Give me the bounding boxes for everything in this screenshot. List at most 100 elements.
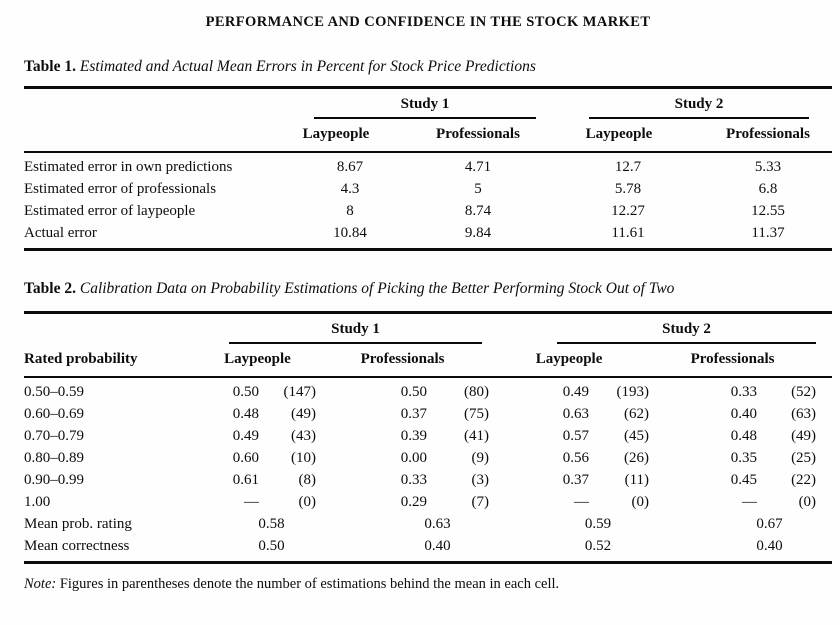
table2-spanner-study2: Study 2 [557, 321, 817, 344]
t2-pad-cell [816, 377, 832, 404]
t2-count-cell: (26) [624, 449, 650, 466]
t1-cell: 8.67 [336, 159, 364, 176]
t2-value-cell: 0.33 [400, 471, 427, 488]
t2-value-cell: 0.60 [232, 449, 259, 466]
t1-cell: 11.37 [751, 225, 785, 242]
t1-row-label: Actual error [24, 225, 97, 242]
t1-cell: 5.33 [754, 159, 782, 176]
t2-count-cell: (80) [464, 383, 490, 400]
table2-col-professionals-study2: Professionals [649, 343, 817, 378]
t1-cell: 5.78 [614, 181, 642, 198]
table2-spanner-study1: Study 1 [229, 321, 483, 344]
table2-spanner-study1-cell: Study 1 [199, 312, 489, 344]
t1-cell: 12.55 [751, 203, 785, 220]
t1-row-label: Estimated error of professionals [24, 181, 217, 198]
t2-mean-cell: 0.52 [584, 537, 612, 554]
t2-pad-cell [816, 447, 832, 469]
t2-count-cell: (9) [471, 449, 490, 466]
t2-value-cell: 0.35 [730, 449, 758, 466]
table2-col-laypeople-study1: Laypeople [199, 343, 316, 378]
table1-spanner-study2: Study 2 [589, 96, 809, 120]
t2-value-cell: — [244, 493, 259, 510]
table-row: 0.90–0.99 0.61 (8) 0.33 (3) 0.37 (11) 0.… [24, 469, 832, 491]
table2-row-header: Rated probability [24, 343, 199, 378]
table-row: 0.60–0.69 0.48 (49) 0.37 (75) 0.63 (62) … [24, 403, 832, 425]
t2-pad-cell [816, 403, 832, 425]
t2-count-cell: (22) [791, 471, 817, 488]
t1-cell: 11.61 [611, 225, 645, 242]
table-row: Actual error 10.84 9.84 11.61 11.37 [24, 223, 832, 250]
t1-cell: 5 [474, 181, 482, 198]
table-row: Estimated error of professionals 4.3 5 5… [24, 179, 832, 201]
t1-cell: 8.74 [464, 203, 492, 220]
table2-header-pad [816, 343, 833, 378]
table2-col-professionals-study1: Professionals [316, 343, 490, 378]
table1-spanner-gap [558, 88, 582, 120]
t2-count-cell: (25) [791, 449, 817, 466]
t1-gap-cell [558, 223, 582, 250]
t1-cell: 6.8 [758, 181, 778, 198]
table1: Study 1 Study 2 Laypeople Professionals … [24, 86, 832, 252]
table-row: 0.50–0.59 0.50 (147) 0.50 (80) 0.49 (193… [24, 377, 832, 404]
t2-count-cell: (10) [291, 449, 316, 466]
t1-cell: 10.84 [333, 225, 367, 242]
note-label: Note: [24, 575, 57, 592]
t2-value-cell: 0.48 [730, 427, 758, 444]
t2-count-cell: (0) [631, 493, 650, 510]
t2-prob-range: 0.60–0.69 [24, 405, 84, 422]
t2-mean-cell: 0.50 [258, 537, 285, 554]
t2-count-cell: (75) [464, 405, 490, 422]
t2-pad-cell [816, 535, 832, 562]
t2-pad-cell [816, 425, 832, 447]
t2-value-cell: 0.63 [562, 405, 590, 422]
table2-col-laypeople-study2: Laypeople [489, 343, 650, 378]
t2-value-cell: 0.61 [232, 471, 259, 488]
table2-caption-title: Calibration Data on Probability Estimati… [79, 280, 675, 298]
t2-summary-label: Mean prob. rating [24, 515, 132, 532]
t2-mean-cell: 0.58 [258, 515, 285, 532]
table1-header-row: Laypeople Professionals Laypeople Profes… [24, 119, 832, 154]
table1-header-gap [558, 119, 582, 154]
t2-count-cell: (11) [624, 471, 650, 488]
t2-value-cell: 0.37 [400, 405, 427, 422]
t1-cell: 8 [346, 203, 354, 220]
table2-note: Note: Figures in parentheses denote the … [24, 576, 832, 593]
t2-value-cell: — [742, 493, 758, 510]
t2-prob-range: 0.70–0.79 [24, 427, 84, 444]
t2-value-cell: 0.50 [232, 383, 259, 400]
t1-cell: 4.71 [464, 159, 492, 176]
t1-cell: 9.84 [464, 225, 492, 242]
t2-mean-cell: 0.67 [756, 515, 783, 532]
t2-count-cell: (49) [291, 405, 316, 422]
table-row: 0.80–0.89 0.60 (10) 0.00 (9) 0.56 (26) 0… [24, 447, 832, 469]
t2-count-cell: (45) [624, 427, 650, 444]
t2-prob-range: 0.50–0.59 [24, 383, 84, 400]
table1-col-laypeople-study2: Laypeople [582, 119, 674, 154]
t2-mean-cell: 0.40 [756, 537, 783, 554]
t2-count-cell: (8) [298, 471, 317, 488]
table1-col-professionals-study1: Professionals [398, 119, 558, 154]
t2-prob-range: 1.00 [24, 493, 51, 510]
t1-gap-cell [558, 201, 582, 223]
t2-value-cell: 0.37 [562, 471, 590, 488]
t2-summary-label: Mean correctness [24, 537, 130, 554]
t2-count-cell: (7) [471, 493, 490, 510]
t2-value-cell: 0.00 [400, 449, 427, 466]
t1-row-label: Estimated error of laypeople [24, 203, 196, 220]
t2-count-cell: (49) [791, 427, 817, 444]
table1-caption: Table 1. Estimated and Actual Mean Error… [24, 57, 832, 76]
table2-spanner-empty [24, 312, 199, 344]
table2: Study 1 Study 2 Rated probability Laypeo… [24, 310, 833, 564]
table1-spanner-study1: Study 1 [314, 96, 536, 120]
t2-count-cell: (52) [791, 383, 817, 400]
t2-mean-cell: 0.59 [584, 515, 612, 532]
t2-value-cell: 0.50 [400, 383, 427, 400]
table2-spanner-study2-cell: Study 2 [489, 312, 817, 344]
t2-count-cell: (147) [283, 383, 317, 400]
t2-count-cell: (62) [624, 405, 650, 422]
t1-row-label: Estimated error in own predictions [24, 159, 233, 176]
t2-count-cell: (193) [616, 383, 650, 400]
table1-spanner-study2-cell: Study 2 [582, 88, 832, 120]
t1-gap-cell [558, 179, 582, 201]
t2-value-cell: 0.57 [562, 427, 590, 444]
